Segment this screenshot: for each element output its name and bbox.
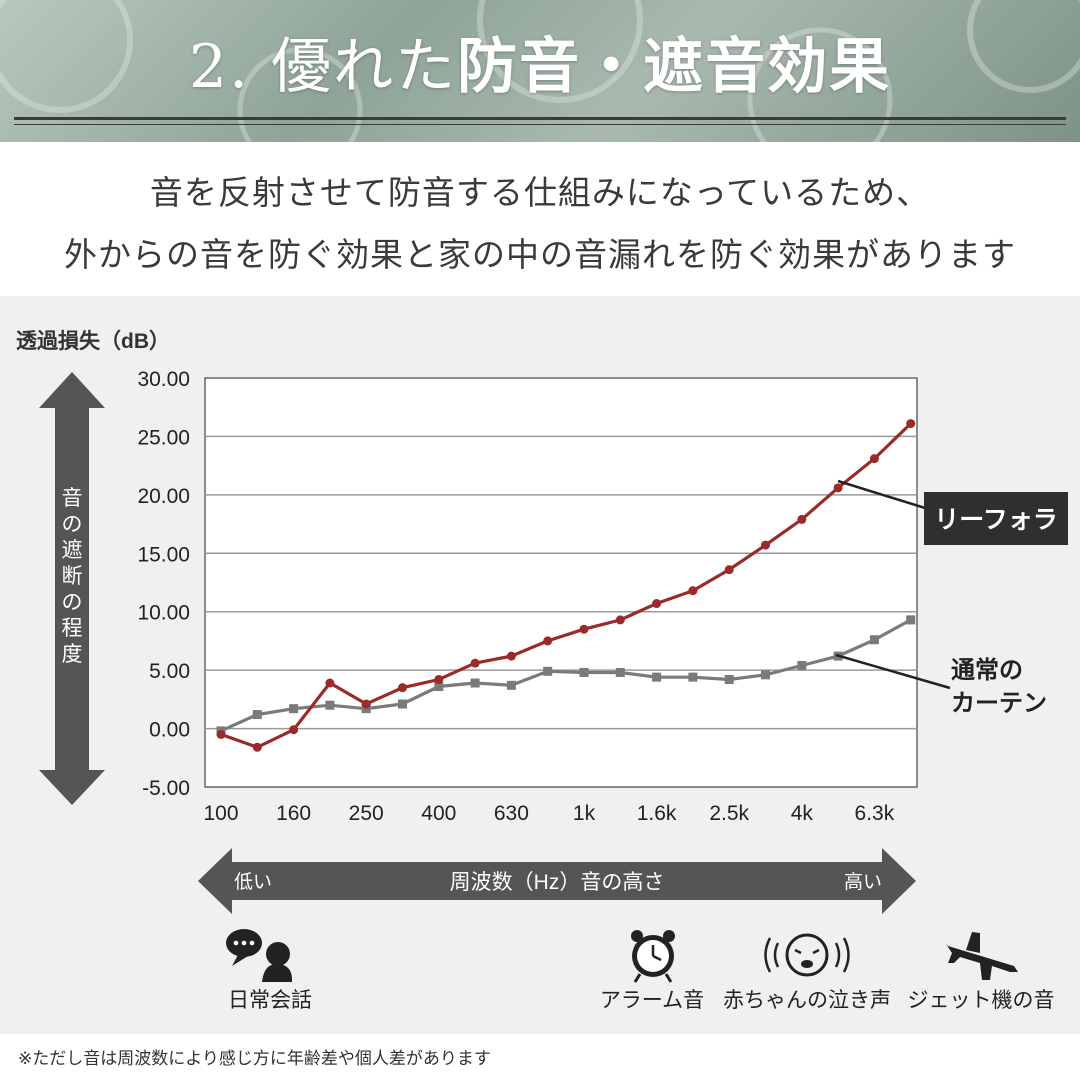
y-tick-label: 5.00 [149,660,190,683]
curtain-callout-line [835,653,951,690]
title-rule-thin [14,124,1066,125]
y-tick-label: 15.00 [137,543,190,566]
data-point [906,615,916,625]
data-point [797,660,807,670]
data-point [289,725,299,735]
data-point [361,704,371,714]
x-tick-label: 630 [494,802,529,825]
data-point [688,586,698,596]
vertical-label-char: の [62,513,83,536]
y-tick-label: -5.00 [142,777,190,800]
jet-label: ジェット機の音 [908,989,1055,1012]
data-point [869,635,879,645]
vertical-label-char: 音 [62,487,83,510]
data-point [761,670,770,680]
data-point [434,674,444,684]
data-point [906,419,916,429]
crying-baby-icon [764,933,850,977]
plot-area [204,377,918,788]
vertical-arrow [39,372,105,805]
data-point [470,678,480,688]
legend-series-1: リーフォラ [934,506,1058,534]
data-point [797,514,807,524]
y-tick-label: 30.00 [137,368,190,391]
data-point [579,667,589,677]
data-point [398,683,407,693]
title-rule [14,117,1066,120]
leforra-legend-box [924,492,1068,545]
x-tick-label: 6.3k [855,802,895,825]
data-point [361,699,371,709]
horizontal-arrow [198,848,916,914]
floral-pattern [0,0,1080,142]
data-point [579,624,589,634]
data-point [289,704,299,714]
header-banner: 2. 優れた防音・遮音効果 [0,0,1080,142]
x-tick-label: 100 [203,802,238,825]
data-point [724,565,734,575]
y-tick-labels: 30.00 25.00 20.00 15.00 10.00 5.00 0.00 -5.00 [137,368,190,800]
leforra-callout-line [837,479,926,510]
data-point [652,599,662,609]
data-point [506,651,516,661]
data-point [543,666,553,676]
vertical-label-char: の [62,591,83,614]
data-point [724,674,734,684]
data-point [252,710,262,720]
vertical-label-char: 遮 [62,539,83,562]
x-tick-labels: 100 160 250 400 630 1k 1.6k 2.5k 4k 6.3k [203,802,894,825]
data-point [869,454,879,464]
data-point [434,682,444,692]
baby-label: 赤ちゃんの泣き声 [723,989,891,1012]
vertical-label-char: 断 [62,565,83,588]
subtitle-line-2: 外からの音を防ぐ効果と家の中の音漏れを防ぐ効果があります [64,235,1016,274]
x-tick-label: 400 [421,802,456,825]
vertical-label-char: 程 [62,617,83,640]
x-tick-label: 2.5k [709,802,749,825]
y-tick-label: 0.00 [149,719,190,742]
airplane-icon [946,932,1018,980]
x-tick-label: 250 [349,802,384,825]
data-point [325,678,335,688]
subtitle-line-1: 音を反射させて防音する仕組みになっているため、 [149,173,931,212]
data-point [615,615,625,625]
data-point [615,667,625,677]
conversation-label: 日常会話 [228,989,312,1012]
series-line-2 [220,618,912,733]
speech-bubble-person-icon [226,929,293,982]
horizontal-arrow-high-label: 高い [844,871,882,893]
x-tick-label: 4k [791,802,814,825]
data-point [325,700,335,710]
y-axis-title: 透過損失（dB） [16,329,170,353]
y-tick-label: 10.00 [137,602,190,625]
page-title: 2. 優れた防音・遮音効果 [188,32,892,102]
legend-series-2-line-2: カーテン [951,690,1047,717]
data-point [506,680,516,690]
data-point [652,672,662,682]
horizontal-arrow-label: 周波数（Hz）音の高さ [450,871,665,894]
series-line-1 [220,422,912,750]
data-point [398,699,407,709]
alarm-clock-icon [631,930,675,983]
data-point [470,658,480,668]
x-tick-label: 1k [573,802,596,825]
alarm-label: アラーム音 [600,989,704,1012]
data-point [688,672,698,682]
data-point [252,742,262,752]
horizontal-arrow-low-label: 低い [234,871,272,893]
legend-series-2-line-1: 通常の [951,657,1023,684]
data-point [833,483,843,493]
x-tick-label: 1.6k [637,802,677,825]
data-point [543,636,553,646]
vertical-label-char: 度 [62,643,83,666]
data-point [761,540,770,550]
x-tick-label: 160 [276,802,311,825]
y-tick-label: 25.00 [137,426,190,449]
data-point [216,729,226,739]
y-tick-label: 20.00 [137,485,190,508]
footnote: ※ただし音は周波数により感じ方に年齢差や個人差があります [18,1049,491,1069]
